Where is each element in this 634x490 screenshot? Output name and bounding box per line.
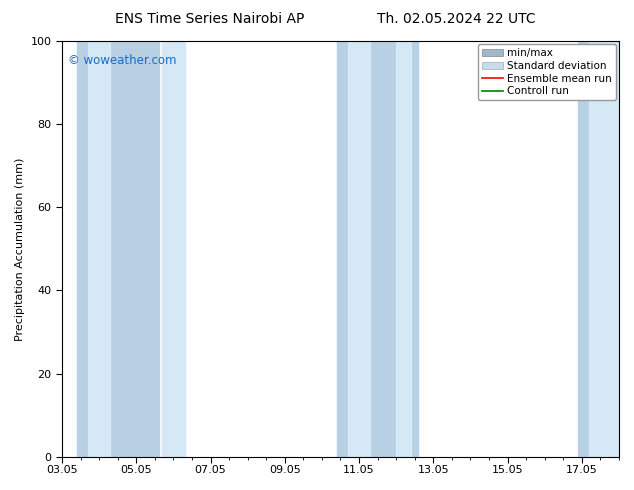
Bar xyxy=(396,41,411,457)
Bar xyxy=(162,41,184,457)
Text: ENS Time Series Nairobi AP: ENS Time Series Nairobi AP xyxy=(115,12,304,26)
Legend: min/max, Standard deviation, Ensemble mean run, Controll run: min/max, Standard deviation, Ensemble me… xyxy=(478,44,616,100)
Bar xyxy=(88,41,110,457)
Text: Th. 02.05.2024 22 UTC: Th. 02.05.2024 22 UTC xyxy=(377,12,536,26)
Bar xyxy=(77,41,158,457)
Bar xyxy=(589,41,634,457)
Text: © woweather.com: © woweather.com xyxy=(68,53,176,67)
Bar xyxy=(578,41,634,457)
Y-axis label: Precipitation Accumulation (mm): Precipitation Accumulation (mm) xyxy=(15,157,25,341)
Bar xyxy=(337,41,418,457)
Bar xyxy=(348,41,370,457)
